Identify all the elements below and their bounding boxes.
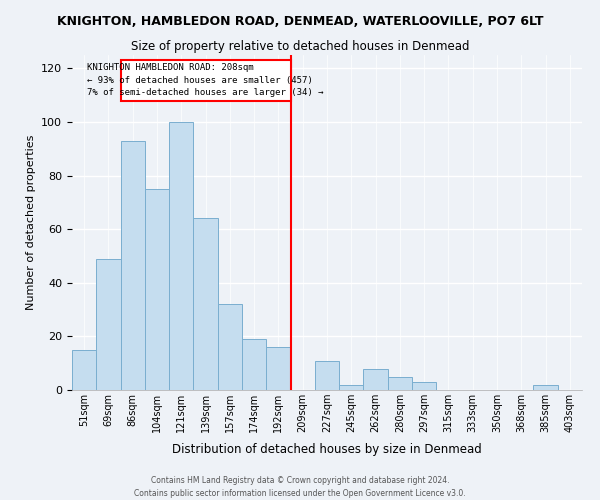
- Bar: [193, 218, 218, 390]
- Y-axis label: Number of detached properties: Number of detached properties: [26, 135, 35, 310]
- Bar: [121, 141, 145, 390]
- Bar: [169, 122, 193, 390]
- Bar: [218, 304, 242, 390]
- Text: Size of property relative to detached houses in Denmead: Size of property relative to detached ho…: [131, 40, 469, 53]
- Bar: [533, 384, 558, 390]
- Text: KNIGHTON, HAMBLEDON ROAD, DENMEAD, WATERLOOVILLE, PO7 6LT: KNIGHTON, HAMBLEDON ROAD, DENMEAD, WATER…: [57, 15, 543, 28]
- Bar: [121, 60, 290, 100]
- X-axis label: Distribution of detached houses by size in Denmead: Distribution of detached houses by size …: [172, 444, 482, 456]
- Bar: [72, 350, 96, 390]
- Text: KNIGHTON HAMBLEDON ROAD: 208sqm
← 93% of detached houses are smaller (457)
7% of: KNIGHTON HAMBLEDON ROAD: 208sqm ← 93% of…: [88, 64, 324, 98]
- Bar: [242, 339, 266, 390]
- Bar: [388, 376, 412, 390]
- Bar: [315, 360, 339, 390]
- Bar: [145, 189, 169, 390]
- Bar: [364, 368, 388, 390]
- Bar: [339, 384, 364, 390]
- Bar: [412, 382, 436, 390]
- Text: Contains HM Land Registry data © Crown copyright and database right 2024.
Contai: Contains HM Land Registry data © Crown c…: [134, 476, 466, 498]
- Bar: [266, 347, 290, 390]
- Bar: [96, 258, 121, 390]
